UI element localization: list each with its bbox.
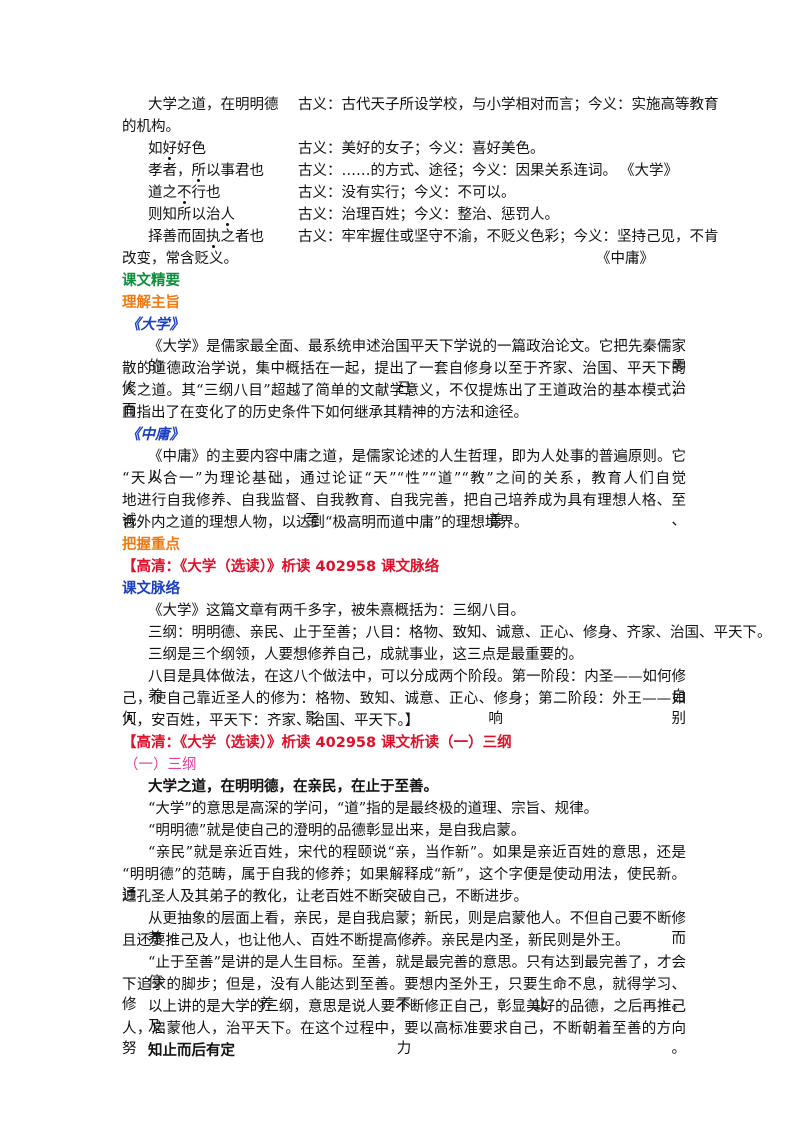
- vocab-source-zhongyong: 《中庸》: [596, 251, 654, 267]
- heading-lijie-zhuzhi: 理解主旨: [122, 295, 180, 311]
- zhishan-line-2: 下追求的脚步；但是，没有人能达到至善。要想内圣外王，只要生命不息，就得学习、修养…: [122, 977, 686, 1013]
- vocab-term-3: 孝者，所以事君也: [148, 163, 264, 179]
- vocab-gloss-4: 古义：没有实行；今义：不可以。: [298, 185, 516, 201]
- heading-zhizhi: 知止而后有定: [148, 1042, 235, 1059]
- vocab-gloss-2: 古义：美好的女子；今义：喜好美色。: [298, 141, 545, 157]
- mailuo-line-3: 三纲是三个纲领，人要想修养自己，成就事业，这三点是最重要的。: [148, 647, 583, 663]
- bamu-line-2: 己，使自己靠近圣人的修为：格物、致知、诚意、正心、修身；第二阶段：外王——如何影…: [122, 691, 686, 727]
- heading-bawo-zhongdian: 把握重点: [122, 537, 180, 553]
- bamu-line-1: 八目是具体做法，在这八个做法中，可以分成两个阶段。第一阶段：内圣——如何修养自: [148, 669, 686, 705]
- vocab-gloss-3: 古义：……的方式、途径；今义：因果关系连词。: [298, 163, 617, 179]
- mailuo-line-1: 《大学》这篇文章有两千多字，被朱熹概括为：三纲八目。: [148, 603, 525, 619]
- video-link-sangang[interactable]: 【高清：《大学（选读）》析读 402958 课文析读（一）三纲: [122, 735, 512, 751]
- vocab-source-daxue: 《大学》: [620, 163, 678, 179]
- zhishan-line-1: “止于至善”是讲的是人生目标。至善，就是最完善的意思。只有达到最完善了，才会停: [148, 955, 686, 991]
- heading-kewen-jingyao: 课文精要: [122, 273, 180, 289]
- mailuo-line-2: 三纲：明明德、亲民、止于至善；八目：格物、致知、诚意、正心、修身、齐家、治国、平…: [148, 625, 772, 641]
- zhongyong-para-line-2: “天人合一”为理论基础，通过论证“天”“性”“道”“教”之间的关系，教育人们自觉: [122, 471, 686, 487]
- vocab-term-4: 道之不行也: [148, 185, 221, 201]
- daxue-para-line-2: 散的道德政治学说，集中概括在一起，提出了一套自修身以至于齐家、治国、平天下的修己…: [122, 361, 686, 397]
- vocab-gloss-6: 古义：牢牢握住或坚守不渝，不贬义色彩；今义：坚持己见，不肯: [298, 229, 719, 245]
- vocab-gloss-1: 古义：古代天子所设学校，与小学相对而言；今义：实施高等教育: [298, 97, 719, 113]
- heading-zhongyong: 《中庸》: [126, 427, 184, 443]
- zhongyong-para-line-1: 《中庸》的主要内容中庸之道，是儒家论述的人生哲理，即为人处事的普遍原则。它以: [148, 449, 686, 485]
- vocab-term-5: 则知所以治人: [148, 207, 235, 223]
- daxue-para-line-4: 且指出了在变化了的历史条件下如何继承其精神的方法和途径。: [122, 405, 528, 421]
- zhongyong-para-line-4: 合外内之道的理想人物，以达到“极高明而道中庸”的理想境界。: [122, 515, 529, 531]
- zhongyong-para-line-3: 地进行自我修养、自我监督、自我教育、自我完善，把自己培养成为具有理想人格、至诚至…: [122, 493, 686, 529]
- daxue-para-line-1: 《大学》是儒家最全面、最系统申述治国平天下学说的一篇政治论文。它把先秦儒家的零: [148, 339, 686, 375]
- vocab-term-6: 择善而固执之者也: [148, 229, 264, 245]
- vocab-term-2: 如好好色: [148, 141, 206, 157]
- bamu-line-3: 人，安百姓，平天下：齐家、治国、平天下。】: [122, 713, 420, 729]
- analysis-daxue: “大学”的意思是高深的学问，“道”指的是最终极的道理、宗旨、规律。: [148, 801, 599, 817]
- heading-daxue: 《大学》: [126, 317, 184, 333]
- qinmin-line-2: “明明德”的范畴，属于自我的修养；如果解释成“新”，这个字便是使动用法，使民新。…: [122, 867, 686, 903]
- qinmin-line-1: “亲民”就是亲近百姓，宋代的程颐说“亲，当作新”。如果是亲近百姓的意思，还是: [148, 845, 686, 861]
- vocab-gloss-5: 古义：治理百姓；今义：整治、惩罚人。: [298, 207, 559, 223]
- daxue-para-line-3: 人之道。其“三纲八目”超越了简单的文献学意义，不仅提炼出了王道政治的基本模式，而: [122, 383, 686, 419]
- summary-line-2: 人，启蒙他人，治平天下。在这个过程中，要以高标准要求自己，不断朝着至善的方向努力…: [122, 1021, 686, 1057]
- vocab-gloss-1-cont: 的机构。: [122, 119, 180, 135]
- vocab-term-1: 大学之道，在明明德: [148, 97, 279, 113]
- summary-line-1: 以上讲的是大学的三纲，意思是说人要不断修正自己，彰显美好的品德，之后再推己及: [148, 999, 686, 1035]
- heading-sangang: （一）三纲: [124, 757, 197, 773]
- vocab-gloss-6-cont: 改变，常含贬义。: [122, 251, 238, 267]
- video-link-kewen-mailuo[interactable]: 【高清：《大学（选读）》析读 402958 课文脉络: [122, 559, 440, 575]
- chouxiang-line-2: 且还要推己及人，也让他人、百姓不断提高修养。亲民是内圣，新民则是外王。: [122, 933, 630, 949]
- heading-kewen-mailuo: 课文脉络: [122, 581, 180, 597]
- sangang-quote: 大学之道，在明明德，在亲民，在止于至善。: [148, 778, 438, 795]
- chouxiang-line-1: 从更抽象的层面上看，亲民，是自我启蒙；新民，则是启蒙他人。不但自己要不断修养，而: [148, 911, 686, 947]
- qinmin-line-3: 过孔圣人及其弟子的教化，让老百姓不断突破自己，不断进步。: [122, 889, 528, 905]
- analysis-mingmingde: “明明德”就是使自己的澄明的品德彰显出来，是自我启蒙。: [148, 823, 526, 839]
